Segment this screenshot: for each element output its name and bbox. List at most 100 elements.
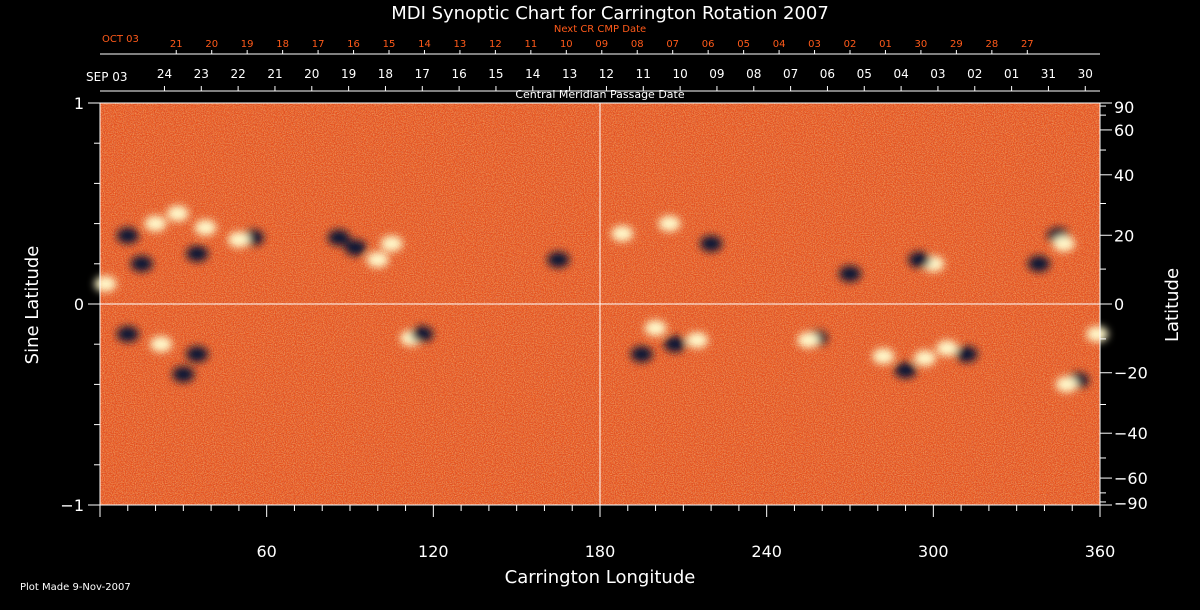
next-cr-date-label: 05 xyxy=(737,39,750,50)
next-cr-date-label: 27 xyxy=(1021,39,1034,50)
cmp-date-label: 19 xyxy=(341,67,356,81)
cmp-date-label: 13 xyxy=(562,67,577,81)
active-region-negative xyxy=(411,326,434,343)
active-region-positive xyxy=(1086,326,1109,343)
active-region-positive xyxy=(366,251,389,268)
active-region-positive xyxy=(797,332,820,349)
x-tick-label: 120 xyxy=(418,542,449,561)
y-tick-label-right: 40 xyxy=(1114,166,1134,185)
next-cr-date-label: 07 xyxy=(666,39,679,50)
y-tick-label-right: −90 xyxy=(1114,494,1148,513)
active-region-positive xyxy=(1055,376,1078,393)
next-cr-date-label: 03 xyxy=(808,39,821,50)
active-region-negative xyxy=(547,251,570,268)
cmp-date-label: 12 xyxy=(599,67,614,81)
next-cr-date-label: 02 xyxy=(844,39,857,50)
next-cr-start-label: OCT 03 xyxy=(102,34,139,45)
cmp-date-label: 02 xyxy=(967,67,982,81)
active-regions xyxy=(94,205,1109,393)
cmp-date-label: 10 xyxy=(672,67,687,81)
cmp-date-label: 04 xyxy=(893,67,908,81)
cmp-date-label: 07 xyxy=(783,67,798,81)
active-region-negative xyxy=(186,245,209,262)
y-axis-label-right: Latitude xyxy=(1162,268,1183,342)
next-cr-date-label: 12 xyxy=(489,39,502,50)
next-cr-date-label: 30 xyxy=(915,39,928,50)
y-tick-labels-left: 1 0 −1 xyxy=(60,94,84,515)
active-region-positive xyxy=(227,231,250,248)
next-cr-date-label: 28 xyxy=(985,39,998,50)
cmp-date-label: 30 xyxy=(1078,67,1093,81)
next-cr-date-label: 15 xyxy=(383,39,396,50)
next-cr-date-label: 13 xyxy=(454,39,467,50)
x-tick-label: 360 xyxy=(1085,542,1116,561)
cmp-date-label: 06 xyxy=(820,67,835,81)
next-cr-date-label: 11 xyxy=(524,39,537,50)
next-cr-date-label: 09 xyxy=(595,39,608,50)
cmp-date-labels: 24 23 22 21 20 19 18 17 16 15 14 13 12 11 10 09 08 07 06 05… xyxy=(157,67,1093,81)
cmp-date-label: 17 xyxy=(415,67,430,81)
cmp-date-label: 03 xyxy=(930,67,945,81)
x-axis-label: Carrington Longitude xyxy=(505,567,696,588)
active-region-negative xyxy=(327,229,350,246)
active-region-positive xyxy=(166,205,189,222)
active-region-positive xyxy=(150,336,173,353)
x-tick-label: 300 xyxy=(918,542,949,561)
active-region-negative xyxy=(1027,255,1050,272)
y-tick-label-left: 0 xyxy=(74,295,84,314)
active-region-negative xyxy=(955,346,978,363)
next-cr-date-label: 17 xyxy=(312,39,325,50)
active-region-negative xyxy=(664,336,686,353)
y-tick-label-right: −20 xyxy=(1114,364,1148,383)
y-tick-label-right: 60 xyxy=(1114,121,1134,140)
x-tick-label: 240 xyxy=(751,542,782,561)
active-region-positive xyxy=(380,235,403,252)
axes xyxy=(88,50,1112,517)
active-region-negative xyxy=(172,366,195,383)
cmp-date-label: 11 xyxy=(636,67,651,81)
next-cr-axis-label: Next CR CMP Date xyxy=(554,24,646,35)
cmp-date-label: 14 xyxy=(525,67,540,81)
cmp-axis-label: Central Meridian Passage Date xyxy=(515,88,684,101)
active-region-positive xyxy=(644,320,667,337)
cmp-date-label: 05 xyxy=(857,67,872,81)
magnetogram-map xyxy=(94,103,1109,505)
cmp-date-label: 08 xyxy=(746,67,761,81)
cmp-date-label: 18 xyxy=(378,67,393,81)
active-region-positive xyxy=(144,215,167,232)
cmp-date-label: 09 xyxy=(709,67,724,81)
active-region-negative xyxy=(186,346,209,363)
active-region-negative xyxy=(908,251,931,268)
next-cr-date-label: 18 xyxy=(276,39,289,50)
active-region-positive xyxy=(936,340,959,357)
y-axis-label-left: Sine Latitude xyxy=(22,246,43,365)
y-tick-label-right: −60 xyxy=(1114,469,1148,488)
active-region-positive xyxy=(872,348,895,365)
cmp-start-label: SEP 03 xyxy=(86,70,128,84)
active-region-positive xyxy=(686,332,709,349)
next-cr-date-label: 19 xyxy=(241,39,254,50)
cmp-date-label: 23 xyxy=(194,67,209,81)
cmp-date-label: 21 xyxy=(267,67,282,81)
plot-made-label: Plot Made 9-Nov-2007 xyxy=(20,582,131,593)
cmp-date-label: 15 xyxy=(488,67,503,81)
next-cr-date-label: 04 xyxy=(773,39,786,50)
cmp-date-label: 22 xyxy=(230,67,245,81)
y-tick-label-right: 90 xyxy=(1114,98,1134,117)
y-tick-label-right: 0 xyxy=(1114,295,1124,314)
next-cr-date-label: 20 xyxy=(205,39,218,50)
y-tick-label-right: −40 xyxy=(1114,424,1148,443)
active-region-positive xyxy=(658,215,681,232)
active-region-negative xyxy=(894,362,917,379)
x-tick-labels: 60 120 180 240 300 360 xyxy=(256,542,1115,561)
cmp-date-label: 31 xyxy=(1041,67,1056,81)
y-tick-label-right: 20 xyxy=(1114,226,1134,245)
next-cr-date-label: 06 xyxy=(702,39,715,50)
active-region-negative xyxy=(130,255,153,272)
y-tick-labels-right: 90 60 40 20 0 −20 −40 −60 −90 xyxy=(1114,98,1148,513)
next-cr-date-label: 16 xyxy=(347,39,360,50)
y-tick-label-left: 1 xyxy=(74,94,84,113)
next-cr-date-label: 29 xyxy=(950,39,963,50)
active-region-positive xyxy=(94,275,117,292)
active-region-negative xyxy=(839,265,861,282)
